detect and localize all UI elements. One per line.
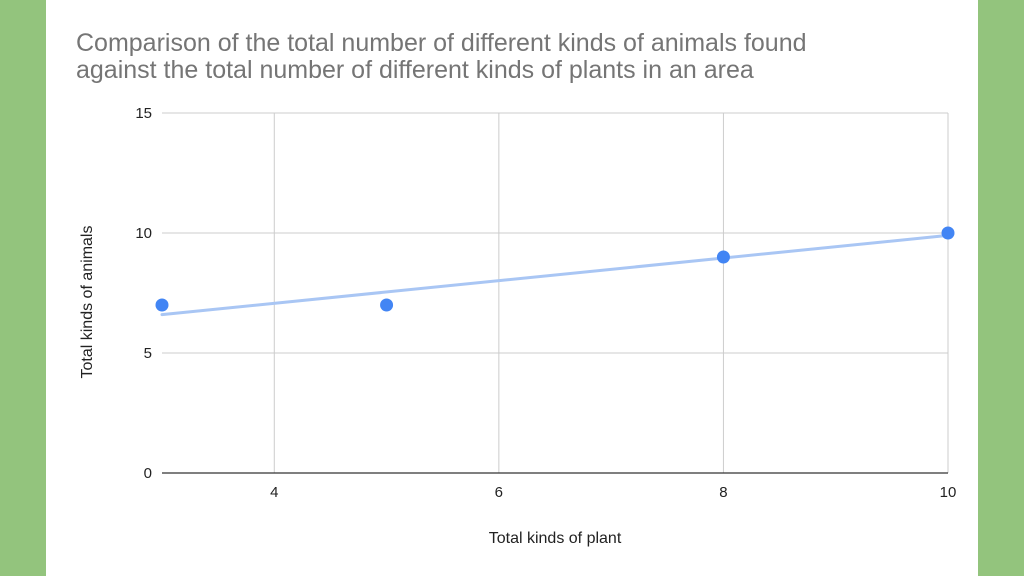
data-point-2 [380, 298, 394, 312]
data-point-1 [155, 298, 169, 312]
y-tick-labels: 0 5 10 15 [135, 105, 152, 482]
x-axis-title: Total kinds of plant [489, 530, 622, 547]
chart-title: Comparison of the total number of differ… [76, 30, 956, 84]
y-tick-label-0: 0 [144, 465, 152, 482]
y-axis-title: Total kinds of animals [79, 226, 96, 379]
y-gridlines [162, 112, 948, 354]
trendline [160, 233, 950, 317]
x-tick-labels: 4 6 8 10 [270, 484, 956, 501]
x-tick-label-10: 10 [940, 484, 957, 501]
x-tick-label-8: 8 [719, 484, 727, 501]
x-tick-label-4: 4 [270, 484, 278, 501]
x-tick-label-6: 6 [495, 484, 503, 501]
chart-title-line-2: against the total number of different ki… [76, 56, 754, 84]
slide-panel: Comparison of the total number of differ… [46, 0, 978, 576]
x-gridlines [273, 113, 949, 473]
y-tick-label-5: 5 [144, 345, 152, 362]
y-tick-label-10: 10 [135, 225, 152, 242]
data-points [155, 226, 955, 312]
data-point-3 [716, 250, 730, 264]
trendline-group [160, 233, 950, 317]
y-tick-label-15: 15 [135, 105, 152, 122]
data-point-4 [941, 226, 955, 240]
chart-title-line-1: Comparison of the total number of differ… [76, 29, 807, 57]
